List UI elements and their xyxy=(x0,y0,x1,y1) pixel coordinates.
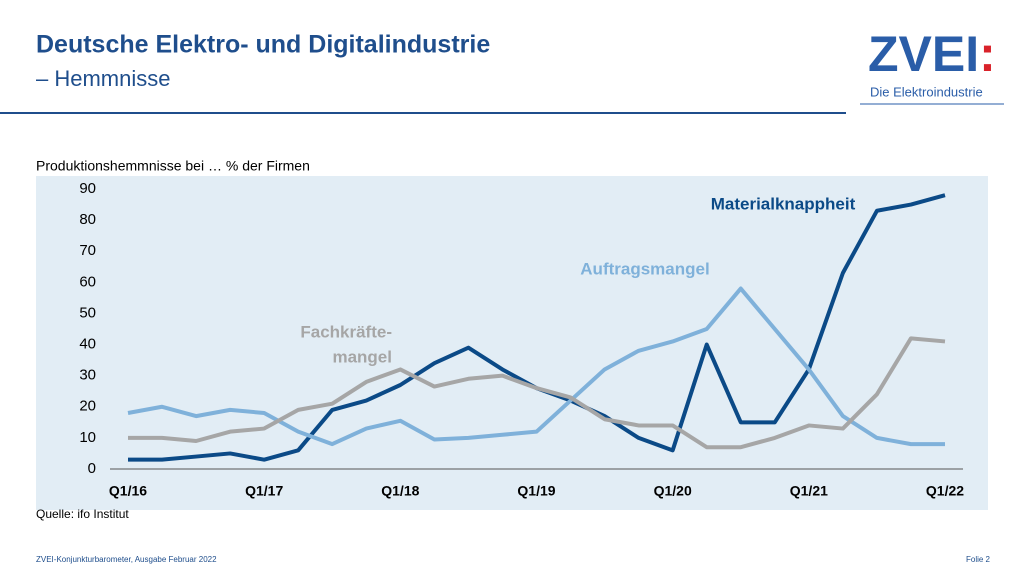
y-tick-label: 50 xyxy=(79,304,96,321)
y-tick-label: 0 xyxy=(88,460,96,477)
series-line xyxy=(128,336,946,450)
series-label: Fachkräfte- xyxy=(300,322,392,341)
x-tick-label: Q1/22 xyxy=(926,483,964,499)
x-tick-label: Q1/21 xyxy=(790,483,828,499)
logo-name: ZVEI xyxy=(868,26,979,82)
y-tick-label: 40 xyxy=(79,336,96,353)
logo-tagline: Die Elektroindustrie xyxy=(870,84,983,99)
x-tick-label: Q1/18 xyxy=(381,483,419,499)
x-tick-label: Q1/19 xyxy=(517,483,555,499)
slide-subtitle: – Hemmnisse xyxy=(36,66,170,91)
y-tick-label: 70 xyxy=(79,242,96,259)
logo: ZVEI: xyxy=(868,26,996,82)
series-label: Materialknappheit xyxy=(711,194,856,213)
series-line xyxy=(127,286,945,447)
slide-title: Deutsche Elektro- und Digitalindustrie xyxy=(36,31,490,59)
y-tick-label: 90 xyxy=(79,180,96,197)
footer: ZVEI-Konjunkturbarometer, Ausgabe Februa… xyxy=(36,555,217,564)
page-number: Folie 2 xyxy=(966,555,991,564)
y-axis-title: Produktionshemmnisse bei … % der Firmen xyxy=(36,158,310,174)
plot-background xyxy=(36,176,988,510)
y-tick-label: 30 xyxy=(79,367,96,384)
series-label: mangel xyxy=(332,347,392,366)
logo-mark: : xyxy=(979,26,996,82)
source: Quelle: ifo Institut xyxy=(36,507,129,521)
x-tick-label: Q1/20 xyxy=(654,483,692,499)
y-tick-label: 60 xyxy=(79,273,96,290)
x-tick-label: Q1/16 xyxy=(109,483,147,499)
y-tick-label: 80 xyxy=(79,211,96,228)
series-label: Auftragsmangel xyxy=(580,259,709,278)
y-tick-label: 20 xyxy=(79,398,96,415)
x-tick-label: Q1/17 xyxy=(245,483,283,499)
y-tick-label: 10 xyxy=(79,429,96,446)
